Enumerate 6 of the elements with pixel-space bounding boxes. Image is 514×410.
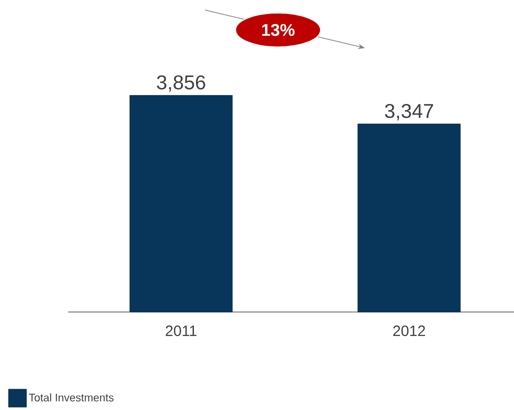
x-tick-label: 2011 — [166, 326, 196, 336]
x-tick-label: 2012 — [393, 326, 425, 336]
data-label: 3,856 — [156, 75, 206, 92]
legend-label: Total Investments — [28, 393, 114, 402]
data-label: 3,347 — [384, 104, 434, 120]
text: 13% — [262, 24, 295, 36]
